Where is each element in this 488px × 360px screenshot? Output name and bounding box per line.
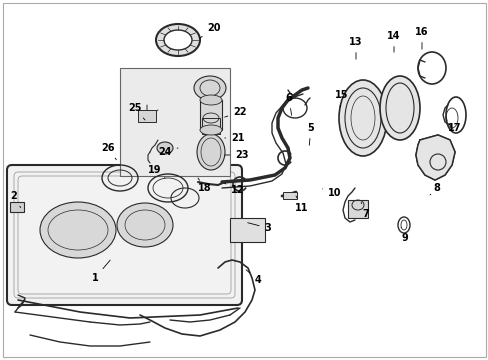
Text: 7: 7 — [360, 203, 368, 219]
Ellipse shape — [156, 24, 200, 56]
Text: 20: 20 — [200, 23, 220, 38]
Text: 6: 6 — [285, 93, 292, 115]
Text: 23: 23 — [224, 150, 248, 160]
Text: 2: 2 — [11, 191, 20, 208]
Ellipse shape — [40, 202, 116, 258]
Text: 1: 1 — [91, 260, 110, 283]
Bar — [138, 110, 156, 122]
Text: 11: 11 — [295, 196, 308, 213]
Text: 14: 14 — [386, 31, 400, 52]
Ellipse shape — [379, 76, 419, 140]
Ellipse shape — [157, 142, 173, 154]
Ellipse shape — [200, 125, 222, 135]
Text: 22: 22 — [224, 107, 246, 117]
Text: 16: 16 — [414, 27, 428, 49]
Ellipse shape — [194, 76, 225, 100]
Ellipse shape — [200, 95, 222, 105]
Text: 12: 12 — [224, 183, 244, 195]
Polygon shape — [415, 135, 454, 180]
Text: 21: 21 — [224, 133, 244, 143]
Text: 18: 18 — [198, 178, 211, 193]
Text: 5: 5 — [307, 123, 314, 145]
Text: 17: 17 — [446, 120, 461, 133]
Text: 15: 15 — [335, 90, 348, 107]
FancyBboxPatch shape — [7, 165, 242, 305]
Text: 25: 25 — [128, 103, 145, 120]
Ellipse shape — [163, 30, 192, 50]
FancyBboxPatch shape — [120, 68, 229, 176]
Text: 26: 26 — [101, 143, 116, 160]
Text: 3: 3 — [247, 223, 271, 233]
Ellipse shape — [338, 80, 386, 156]
Ellipse shape — [197, 134, 224, 170]
Text: 4: 4 — [245, 270, 261, 285]
Bar — [283, 192, 296, 199]
Bar — [202, 118, 220, 134]
Bar — [347, 200, 367, 218]
Text: 8: 8 — [429, 183, 440, 195]
Text: 24: 24 — [158, 147, 178, 157]
Bar — [229, 218, 264, 242]
Text: 10: 10 — [322, 188, 341, 198]
Text: 13: 13 — [348, 37, 362, 59]
Text: 19: 19 — [148, 165, 164, 178]
Bar — [200, 100, 222, 130]
Bar — [10, 202, 24, 212]
Text: 9: 9 — [400, 228, 407, 243]
Ellipse shape — [117, 203, 173, 247]
